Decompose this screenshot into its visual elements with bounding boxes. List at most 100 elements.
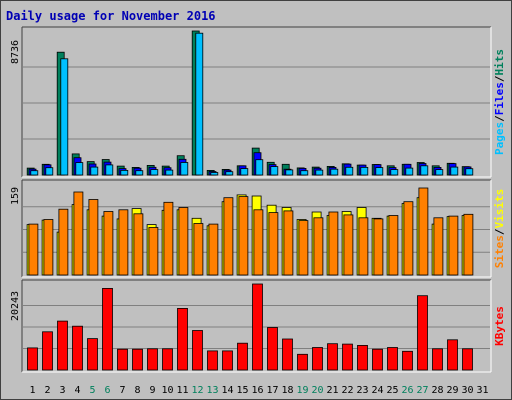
legend-separator: / [493,75,506,82]
bar-pages-day-8 [135,170,144,176]
panel-sites-visits: 159 Sites/Visits [10,179,506,278]
legend-pages: Pages [493,122,506,155]
bar-pages-day-17 [270,166,279,176]
bar-sites-day-21 [328,211,339,276]
bar-pages-day-7 [120,169,129,176]
x-tick-label: 26 [401,385,413,396]
bar-sites-day-19 [298,220,309,276]
bar-sites-day-2 [43,219,54,276]
bar-sites-day-23 [358,217,369,276]
x-tick-label: 2 [44,385,50,396]
x-tick-label: 14 [221,385,233,396]
bar-kbytes-day-5 [87,338,98,371]
bar-kbytes-day-16 [252,283,263,371]
bar-sites-day-17 [268,212,279,276]
bar-pages-day-1 [30,170,39,176]
bar-kbytes-day-4 [72,325,83,371]
bar-kbytes-day-23 [357,344,368,371]
bar-kbytes-day-27 [417,295,428,371]
bar-sites-day-10 [163,201,174,276]
bar-sites-day-20 [313,217,324,276]
legend-visits: Visits [493,189,506,229]
x-tick-label: 3 [59,385,65,396]
legend-kbytes: KBytes [493,306,506,346]
bar-pages-day-2 [45,167,54,176]
bar-sites-day-8 [133,213,144,276]
x-tick-label: 4 [74,385,80,396]
x-tick-label: 19 [296,385,308,396]
bar-kbytes-day-13 [207,350,218,371]
bar-kbytes-day-22 [342,343,353,371]
bar-pages-day-21 [330,168,339,176]
x-tick-label: 22 [341,385,353,396]
x-tick-label: 9 [149,385,155,396]
bar-pages-day-19 [300,170,309,176]
bar-pages-day-4 [75,162,84,176]
x-tick-label: 31 [476,385,488,396]
bar-kbytes-day-28 [432,348,443,371]
bar-sites-day-30 [463,213,474,276]
bar-pages-day-18 [285,169,294,176]
bar-pages-day-26 [405,167,414,176]
bar-sites-day-6 [103,211,114,276]
bar-sites-day-25 [388,215,399,276]
bar-pages-day-13 [210,172,219,176]
bar-pages-day-3 [60,58,69,176]
bar-kbytes-day-15 [237,342,248,371]
bar-sites-day-5 [88,199,99,276]
x-tick-label: 11 [176,385,188,396]
bar-pages-day-6 [105,164,114,176]
bar-pages-day-29 [450,166,459,176]
bar-kbytes-day-30 [462,348,473,371]
bar-kbytes-day-18 [282,338,293,371]
bar-pages-day-22 [345,166,354,176]
bar-sites-day-12 [193,223,204,276]
bar-sites-day-27 [418,187,429,276]
x-tick-label: 10 [161,385,173,396]
y-axis-max-label: 159 [10,187,21,205]
bar-pages-day-30 [465,168,474,176]
bar-pages-day-28 [435,169,444,176]
bar-kbytes-day-6 [102,287,113,371]
bar-kbytes-day-29 [447,339,458,371]
bar-sites-day-28 [433,217,444,276]
x-tick-label: 24 [371,385,383,396]
chart-panels: 8736Pages/Files/Hits159Sites/Visits20243… [10,26,506,373]
x-tick-label: 21 [326,385,338,396]
bar-kbytes-day-1 [27,347,38,371]
x-tick-label: 23 [356,385,368,396]
bar-kbytes-day-9 [147,348,158,371]
series-legend: Pages/Files/Hits [493,49,506,155]
bar-pages-day-10 [165,169,174,176]
x-tick-label: 28 [431,385,443,396]
bar-sites-day-22 [343,214,354,276]
bar-pages-day-27 [420,165,429,176]
panel-hits-files-pages: 8736 Pages/Files/Hits [10,26,506,178]
bar-kbytes-day-14 [222,350,233,371]
x-tick-label: 25 [386,385,398,396]
bar-kbytes-day-26 [402,350,413,371]
bar-kbytes-day-20 [312,347,323,371]
bar-kbytes-day-2 [42,331,53,371]
bar-pages-day-14 [225,171,234,176]
x-tick-label: 20 [311,385,323,396]
bar-sites-day-1 [28,223,39,276]
legend-separator: / [493,115,506,122]
bar-pages-day-12 [195,32,204,176]
bar-sites-day-15 [238,196,249,276]
x-tick-label: 8 [134,385,140,396]
x-tick-label: 29 [446,385,458,396]
legend-separator: / [493,228,506,235]
bar-kbytes-day-7 [117,348,128,371]
bar-sites-day-29 [448,215,459,276]
bar-kbytes-day-12 [192,330,203,371]
bar-sites-day-3 [58,208,69,276]
series-legend: Sites/Visits [493,189,506,269]
bar-sites-day-18 [283,210,294,276]
bar-pages-day-15 [240,168,249,176]
bar-sites-day-7 [118,209,129,276]
bar-kbytes-day-25 [387,347,398,371]
x-tick-label: 17 [266,385,278,396]
y-axis-max-label: 8736 [10,40,21,64]
